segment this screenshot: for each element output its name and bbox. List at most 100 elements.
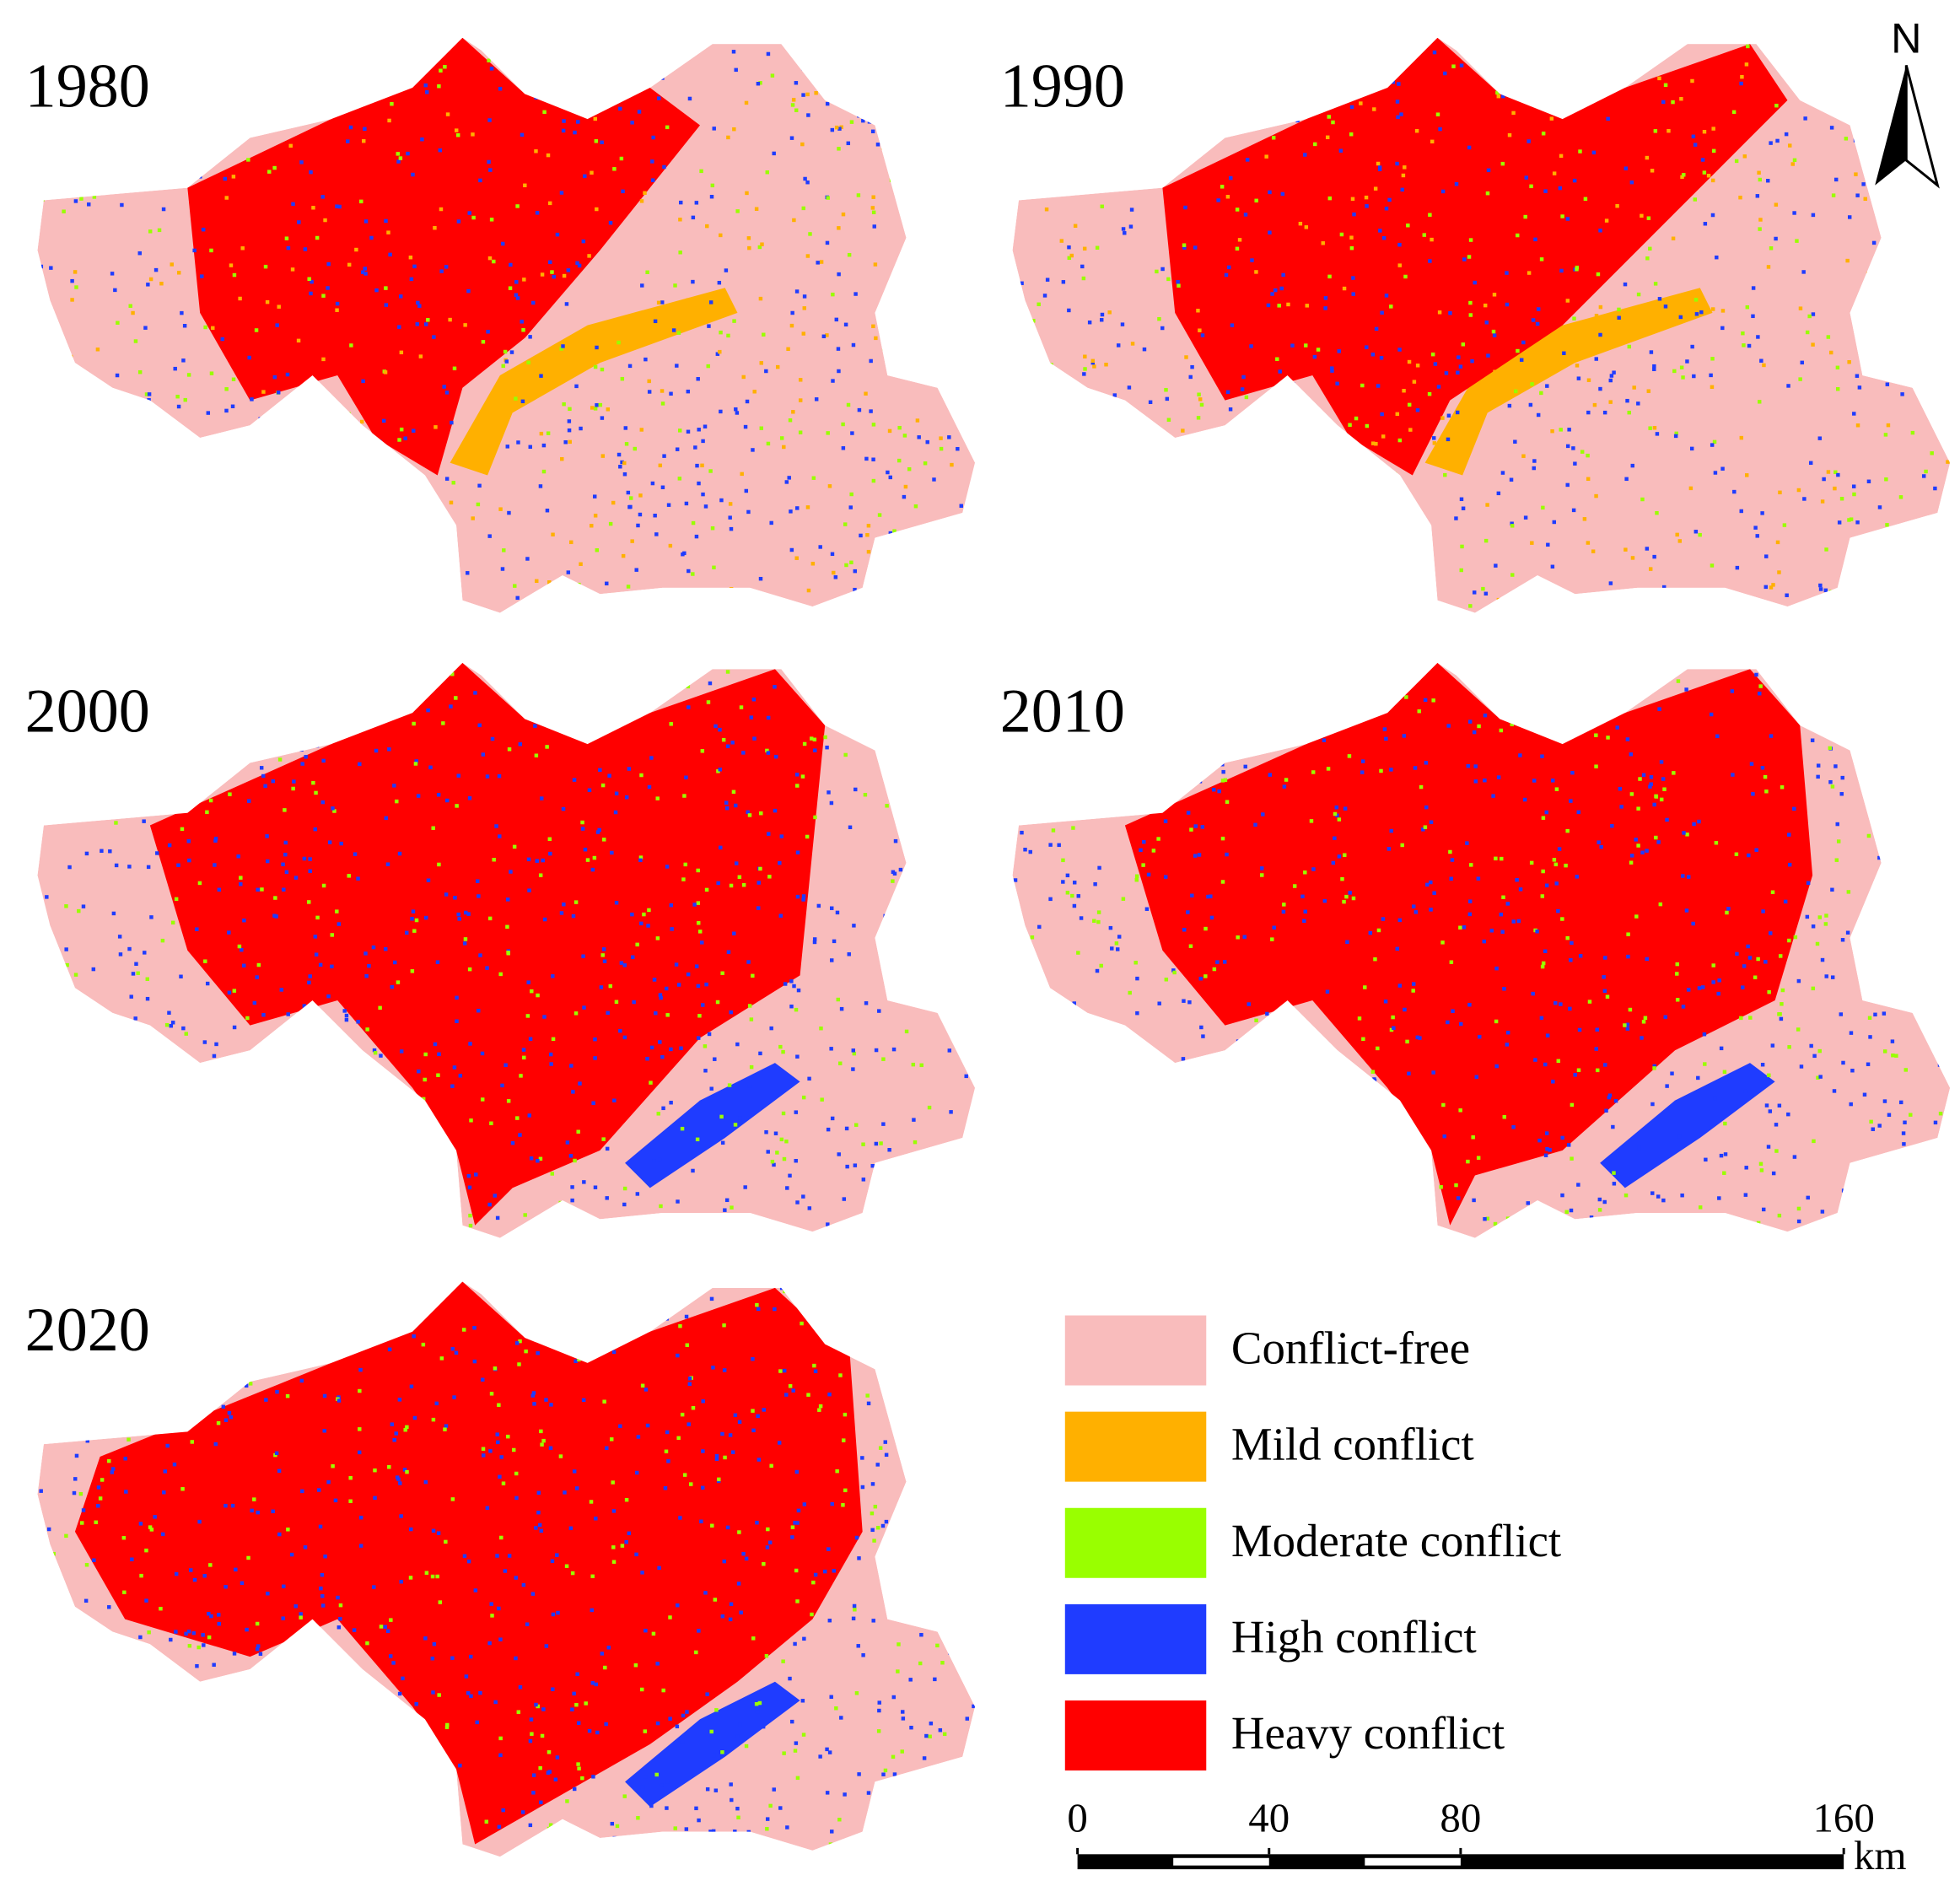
speckle	[100, 1478, 105, 1482]
speckle	[1329, 57, 1334, 62]
speckle	[1374, 441, 1378, 446]
speckle	[1873, 730, 1878, 735]
speckle	[1494, 966, 1499, 971]
speckle	[1725, 1217, 1730, 1221]
speckle	[1679, 365, 1684, 369]
speckle	[805, 505, 810, 509]
speckle	[852, 1051, 857, 1056]
speckle	[1642, 590, 1647, 595]
speckle	[950, 462, 954, 467]
speckle	[124, 1490, 128, 1494]
speckle	[194, 159, 198, 163]
speckle	[303, 1545, 308, 1549]
speckle	[834, 125, 839, 130]
speckle	[1780, 785, 1785, 790]
speckle	[964, 1074, 968, 1079]
speckle	[76, 1433, 81, 1437]
speckle	[1496, 491, 1501, 496]
speckle	[333, 59, 337, 63]
speckle	[956, 1593, 961, 1597]
speckle	[969, 81, 973, 85]
speckle	[1572, 316, 1576, 321]
speckle	[853, 292, 858, 296]
speckle	[1049, 397, 1053, 402]
speckle	[795, 1200, 800, 1204]
speckle	[1022, 346, 1027, 350]
speckle	[62, 172, 67, 176]
speckle	[1467, 145, 1472, 150]
speckle	[1414, 128, 1419, 133]
speckle	[1849, 1031, 1854, 1035]
speckle	[594, 1682, 598, 1687]
speckle	[1831, 51, 1836, 55]
speckle	[624, 1497, 629, 1502]
speckle	[1850, 610, 1854, 613]
speckle	[452, 1065, 457, 1070]
speckle	[137, 251, 142, 256]
speckle	[1079, 916, 1084, 920]
speckle	[540, 1733, 545, 1738]
speckle	[659, 995, 663, 1000]
speckle	[395, 1475, 400, 1479]
speckle	[1895, 772, 1899, 776]
speckle	[437, 1052, 441, 1057]
speckle	[180, 49, 185, 53]
speckle	[669, 722, 673, 726]
speckle	[1521, 454, 1526, 458]
speckle	[85, 1439, 90, 1443]
speckle	[254, 1055, 258, 1059]
speckle	[1646, 389, 1651, 393]
speckle	[954, 1524, 958, 1528]
speckle	[773, 754, 778, 759]
speckle	[194, 78, 198, 83]
speckle	[1057, 391, 1062, 395]
speckle	[805, 180, 810, 185]
speckle	[1641, 773, 1646, 777]
speckle	[1295, 118, 1300, 123]
speckle	[1771, 676, 1776, 681]
speckle	[597, 827, 601, 833]
speckle	[701, 1485, 705, 1490]
scale-tick-label: 40	[1248, 1795, 1290, 1841]
speckle	[1949, 587, 1951, 591]
speckle	[94, 1784, 98, 1789]
speckle	[388, 252, 392, 257]
speckle	[1790, 162, 1795, 166]
speckle	[644, 1235, 649, 1238]
speckle	[331, 806, 335, 811]
speckle	[246, 799, 251, 803]
speckle	[1210, 670, 1215, 675]
speckle	[421, 1342, 426, 1347]
speckle	[1289, 464, 1293, 468]
speckle	[1225, 80, 1230, 84]
speckle	[1778, 1012, 1782, 1016]
speckle	[1470, 358, 1474, 364]
speckle	[412, 929, 417, 933]
speckle	[1372, 107, 1376, 111]
year-label: 2020	[25, 1296, 150, 1365]
speckle	[967, 721, 972, 725]
speckle	[1681, 375, 1685, 380]
speckle	[630, 912, 634, 917]
speckle	[368, 1331, 373, 1336]
speckle	[712, 1753, 716, 1758]
speckle	[264, 1398, 268, 1402]
speckle	[694, 201, 699, 205]
speckle	[1934, 736, 1939, 741]
speckle	[396, 980, 401, 984]
speckle	[844, 563, 848, 568]
speckle	[1019, 989, 1024, 993]
speckle	[1554, 787, 1559, 791]
speckle	[793, 1641, 797, 1646]
speckle	[56, 358, 60, 364]
speckle	[751, 1356, 755, 1361]
speckle	[542, 917, 547, 922]
speckle	[348, 1499, 353, 1503]
speckle	[764, 369, 768, 374]
speckle	[439, 68, 443, 73]
speckle	[1758, 684, 1763, 688]
speckle	[733, 1830, 737, 1834]
speckle	[327, 840, 332, 844]
speckle	[80, 1852, 84, 1857]
speckle	[870, 1528, 875, 1533]
